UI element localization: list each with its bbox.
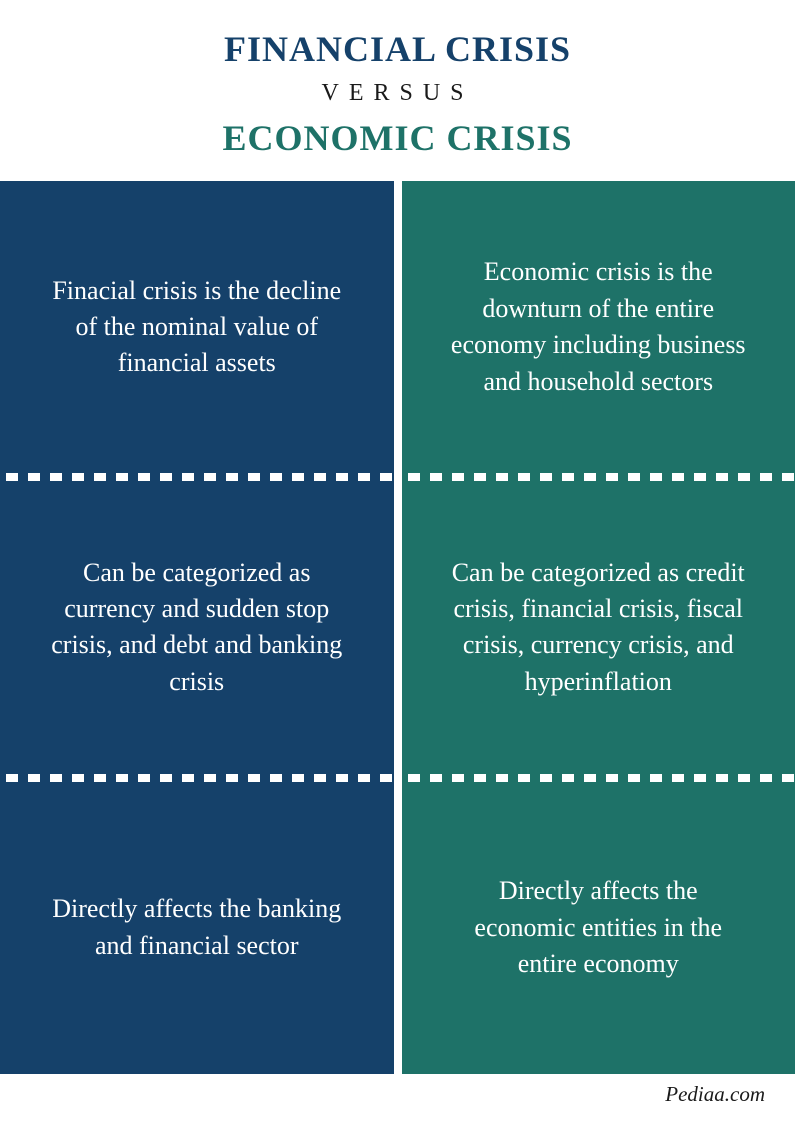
divider-right [402, 473, 795, 481]
divider-1 [0, 473, 795, 481]
divider-left [0, 473, 394, 481]
row-1: Finacial crisis is the decline of the no… [0, 181, 795, 473]
divider-left [0, 774, 394, 782]
title-versus: VERSUS [0, 80, 795, 107]
cell-economic-3: Directly affects the economic entities i… [402, 782, 795, 1074]
column-gap [394, 782, 402, 1074]
footer-credit: Pediaa.com [0, 1074, 795, 1121]
divider-gap [394, 774, 402, 782]
title-economic: ECONOMIC CRISIS [0, 117, 795, 159]
cell-financial-3: Directly affects the banking and financi… [0, 782, 394, 1074]
header: FINANCIAL CRISIS VERSUS ECONOMIC CRISIS [0, 0, 795, 181]
cell-economic-2: Can be categorized as credit crisis, fin… [402, 481, 795, 773]
cell-financial-2: Can be categorized as currency and sudde… [0, 481, 394, 773]
cell-economic-1: Economic crisis is the downturn of the e… [402, 181, 795, 473]
divider-gap [394, 473, 402, 481]
column-gap [394, 481, 402, 773]
column-gap [394, 181, 402, 473]
divider-right [402, 774, 795, 782]
row-2: Can be categorized as currency and sudde… [0, 481, 795, 773]
divider-2 [0, 774, 795, 782]
row-3: Directly affects the banking and financi… [0, 782, 795, 1074]
title-financial: FINANCIAL CRISIS [0, 28, 795, 70]
cell-financial-1: Finacial crisis is the decline of the no… [0, 181, 394, 473]
comparison-grid: Finacial crisis is the decline of the no… [0, 181, 795, 1074]
